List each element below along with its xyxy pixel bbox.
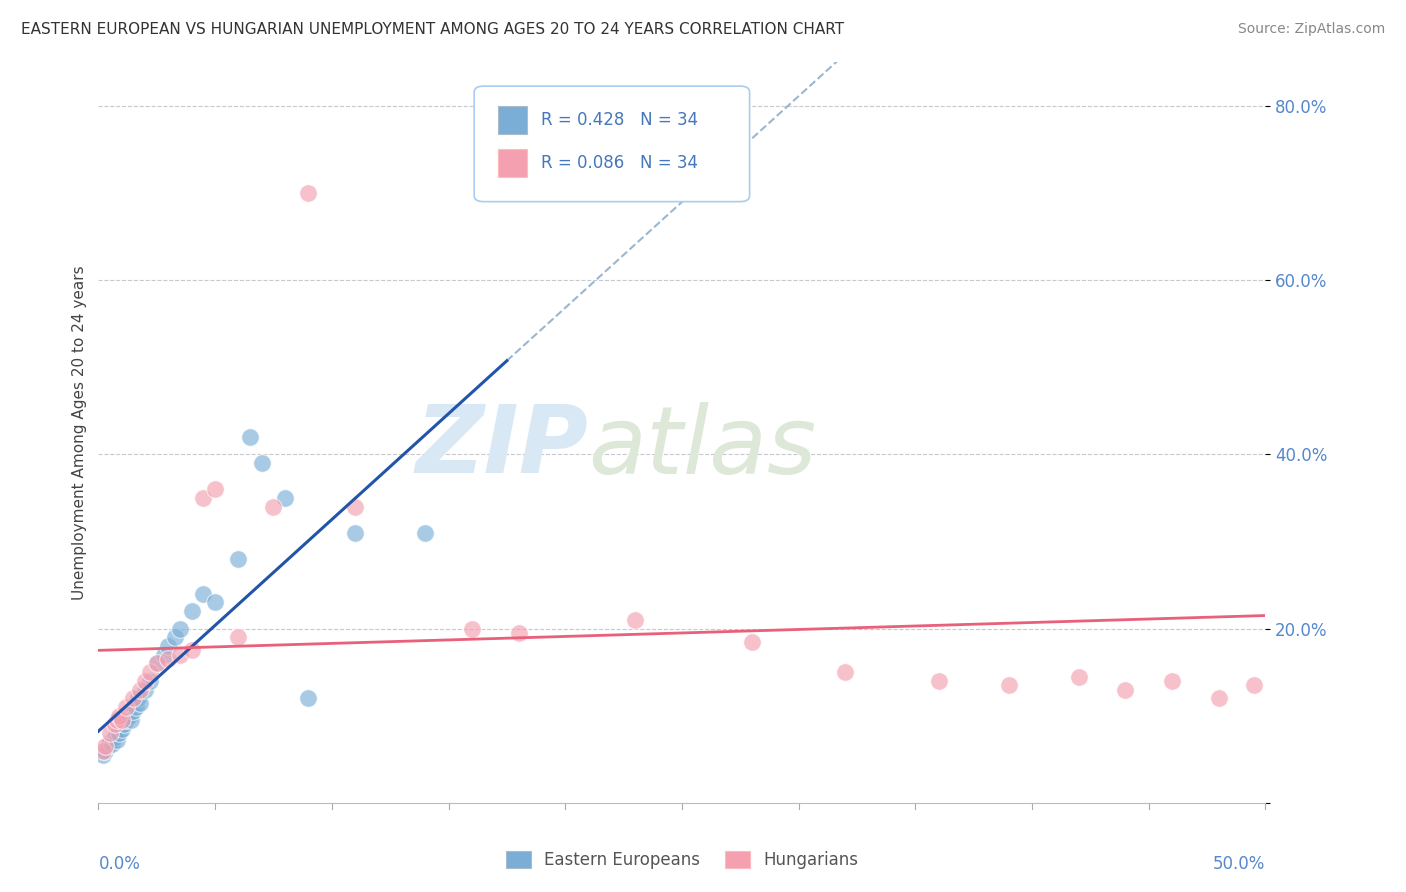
Point [461,622,484,636]
Point [204,482,226,496]
Point [157,639,180,653]
Point [928,673,950,688]
Point [97,739,120,754]
Point [228,630,250,644]
Point [108,708,131,723]
Point [193,491,215,505]
Point [115,700,138,714]
Point [204,595,226,609]
Point [997,678,1019,692]
Text: 50.0%: 50.0% [1213,855,1265,872]
Point [624,613,647,627]
Point [180,643,202,657]
Point [344,500,367,514]
FancyBboxPatch shape [498,149,527,178]
Y-axis label: Unemployment Among Ages 20 to 24 years: Unemployment Among Ages 20 to 24 years [72,265,87,600]
Point [250,456,273,470]
Point [239,430,262,444]
Point [165,630,187,644]
Point [139,673,162,688]
Point [834,665,856,680]
Point [344,525,367,540]
Point [98,735,121,749]
Text: ZIP: ZIP [416,401,589,493]
Point [180,604,202,618]
Point [98,726,121,740]
Point [129,682,152,697]
Point [118,708,141,723]
Point [139,665,162,680]
Point [413,525,436,540]
Point [169,622,191,636]
Point [193,587,215,601]
Text: 0.0%: 0.0% [98,855,141,872]
Point [508,626,530,640]
Point [134,682,156,697]
Point [157,652,180,666]
Point [94,743,117,757]
Point [111,722,134,736]
Point [108,726,131,740]
Point [297,691,319,706]
FancyBboxPatch shape [498,106,527,135]
Point [120,713,142,727]
Text: R = 0.428   N = 34: R = 0.428 N = 34 [541,112,697,129]
Text: Source: ZipAtlas.com: Source: ZipAtlas.com [1237,22,1385,37]
Point [122,691,145,706]
Legend: Eastern Europeans, Hungarians: Eastern Europeans, Hungarians [499,845,865,876]
Point [105,713,128,727]
Point [91,747,114,762]
Point [1067,669,1090,683]
Point [1243,678,1265,692]
Point [1208,691,1230,706]
Point [111,713,134,727]
Point [104,717,127,731]
Point [101,737,124,751]
FancyBboxPatch shape [474,87,749,202]
Point [129,696,152,710]
Point [146,657,169,671]
Point [112,717,135,731]
Point [1161,673,1184,688]
Text: R = 0.086   N = 34: R = 0.086 N = 34 [541,154,697,172]
Point [169,648,191,662]
Point [262,500,284,514]
Point [152,648,174,662]
Point [115,713,138,727]
Point [94,739,117,754]
Point [1114,682,1136,697]
Point [146,657,169,671]
Point [297,186,319,200]
Point [91,743,114,757]
Point [274,491,297,505]
Point [105,733,128,747]
Text: EASTERN EUROPEAN VS HUNGARIAN UNEMPLOYMENT AMONG AGES 20 TO 24 YEARS CORRELATION: EASTERN EUROPEAN VS HUNGARIAN UNEMPLOYME… [21,22,844,37]
Point [104,731,127,745]
Point [741,634,763,648]
Text: atlas: atlas [589,402,817,493]
Point [228,552,250,566]
Point [125,700,148,714]
Point [127,691,149,706]
Point [122,704,145,718]
Point [134,673,156,688]
